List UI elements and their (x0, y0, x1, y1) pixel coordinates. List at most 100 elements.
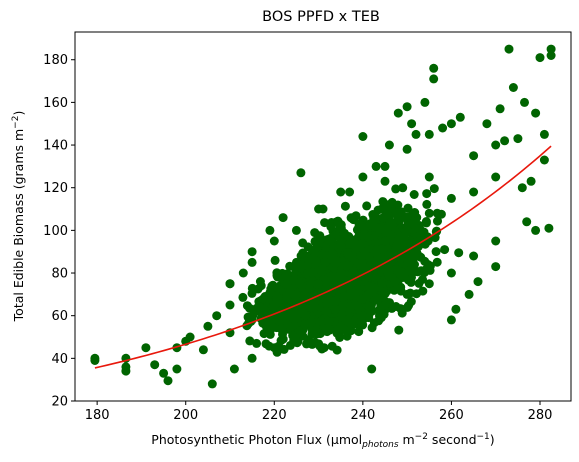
points-layer (90, 44, 556, 389)
data-point (207, 379, 217, 389)
data-point (391, 184, 401, 194)
x-tick-label: 240 (350, 408, 375, 423)
data-point (371, 161, 381, 171)
data-point (491, 236, 501, 246)
data-point (310, 236, 320, 246)
data-point (405, 265, 415, 275)
data-point (522, 217, 532, 227)
data-point (418, 286, 428, 296)
y-axis: 20 40 60 80 100 120 140 160 180 (43, 53, 75, 410)
data-point (366, 302, 376, 312)
x-tick-label: 220 (262, 408, 287, 423)
data-point (402, 225, 412, 235)
data-point (391, 302, 401, 311)
data-point (424, 208, 434, 218)
data-point (392, 241, 402, 251)
data-point (304, 337, 314, 347)
data-point (225, 300, 235, 310)
data-point (422, 199, 432, 209)
data-point (256, 281, 266, 291)
data-point (384, 221, 394, 230)
data-point (321, 283, 331, 293)
data-point (407, 119, 417, 129)
data-point (369, 215, 379, 225)
data-point (297, 308, 307, 318)
data-point (402, 144, 412, 154)
data-point (265, 225, 275, 235)
data-point (469, 151, 479, 161)
data-point (247, 353, 257, 363)
trend-line (94, 145, 552, 369)
data-point (482, 119, 492, 129)
data-point (319, 343, 329, 353)
data-point (185, 332, 195, 342)
data-point (393, 108, 403, 118)
data-point (316, 265, 326, 275)
data-point (324, 317, 334, 327)
data-point (526, 176, 536, 186)
data-point (412, 248, 422, 258)
data-point (212, 311, 222, 321)
data-point (354, 327, 364, 337)
data-point (316, 316, 326, 326)
data-point (272, 268, 282, 278)
data-point (373, 205, 383, 215)
data-point (372, 256, 382, 266)
data-point (314, 279, 324, 289)
data-point (289, 276, 299, 286)
data-point (121, 362, 131, 372)
data-point (277, 324, 287, 334)
data-point (380, 236, 390, 246)
data-point (314, 328, 324, 338)
data-point (291, 336, 301, 346)
data-point (346, 213, 356, 223)
data-point (394, 325, 404, 335)
x-axis-label: Photosynthetic Photon Flux (µmolphotons … (151, 432, 494, 450)
data-point (397, 267, 407, 277)
data-point (225, 279, 235, 289)
data-point (260, 305, 270, 315)
data-point (335, 333, 345, 342)
data-point (364, 289, 374, 299)
data-point (325, 325, 335, 335)
data-point (346, 326, 356, 336)
data-point (539, 129, 549, 139)
data-point (367, 364, 377, 374)
data-point (325, 276, 335, 286)
data-point (238, 292, 248, 302)
data-point (345, 291, 355, 301)
data-point (150, 360, 160, 370)
data-point (310, 228, 320, 238)
data-point (393, 284, 403, 294)
data-point (296, 168, 306, 178)
data-point (402, 289, 412, 299)
data-point (332, 256, 342, 266)
data-point (265, 329, 275, 339)
data-point (387, 257, 396, 267)
data-point (367, 323, 377, 333)
data-point (469, 251, 479, 261)
data-point (354, 219, 364, 229)
data-point (358, 132, 368, 141)
data-point (531, 225, 541, 235)
data-point (307, 268, 317, 278)
data-point (318, 204, 328, 214)
data-point (270, 255, 280, 265)
data-point (464, 289, 474, 299)
data-point (446, 193, 456, 203)
data-point (340, 228, 349, 238)
data-point (546, 51, 556, 60)
data-point (339, 291, 349, 301)
data-point (438, 123, 448, 133)
data-point (394, 215, 404, 225)
data-point (338, 300, 348, 309)
data-point (380, 161, 390, 171)
data-point (278, 334, 288, 344)
data-point (269, 236, 279, 246)
data-point (425, 261, 435, 271)
data-point (336, 268, 346, 278)
data-point (422, 189, 432, 199)
data-point (403, 203, 413, 213)
data-point (398, 183, 408, 193)
x-tick-label: 280 (528, 408, 553, 423)
